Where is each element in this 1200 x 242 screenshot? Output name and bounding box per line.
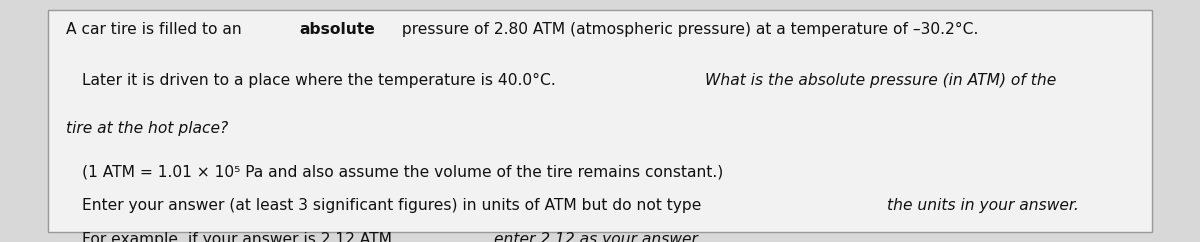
- Text: For example, if your answer is 2.12 ATM,: For example, if your answer is 2.12 ATM,: [82, 232, 402, 242]
- Text: tire at the hot place?: tire at the hot place?: [66, 121, 228, 136]
- Text: (1 ATM = 1.01 × 10⁵ Pa and also assume the volume of the tire remains constant.): (1 ATM = 1.01 × 10⁵ Pa and also assume t…: [82, 165, 722, 180]
- Text: A car tire is filled to an: A car tire is filled to an: [66, 22, 247, 37]
- Text: Enter your answer (at least 3 significant figures) in units of ATM but do not ty: Enter your answer (at least 3 significan…: [82, 198, 706, 213]
- Text: What is the absolute pressure (in ATM) of the: What is the absolute pressure (in ATM) o…: [706, 73, 1057, 88]
- Text: Later it is driven to a place where the temperature is 40.0°C.: Later it is driven to a place where the …: [82, 73, 565, 88]
- Text: enter 2.12 as your answer.: enter 2.12 as your answer.: [494, 232, 702, 242]
- Text: pressure of 2.80 ATM (atmospheric pressure) at a temperature of –30.2°C.: pressure of 2.80 ATM (atmospheric pressu…: [397, 22, 978, 37]
- Text: the units in your answer.: the units in your answer.: [887, 198, 1079, 213]
- FancyBboxPatch shape: [48, 10, 1152, 232]
- Text: absolute: absolute: [299, 22, 374, 37]
